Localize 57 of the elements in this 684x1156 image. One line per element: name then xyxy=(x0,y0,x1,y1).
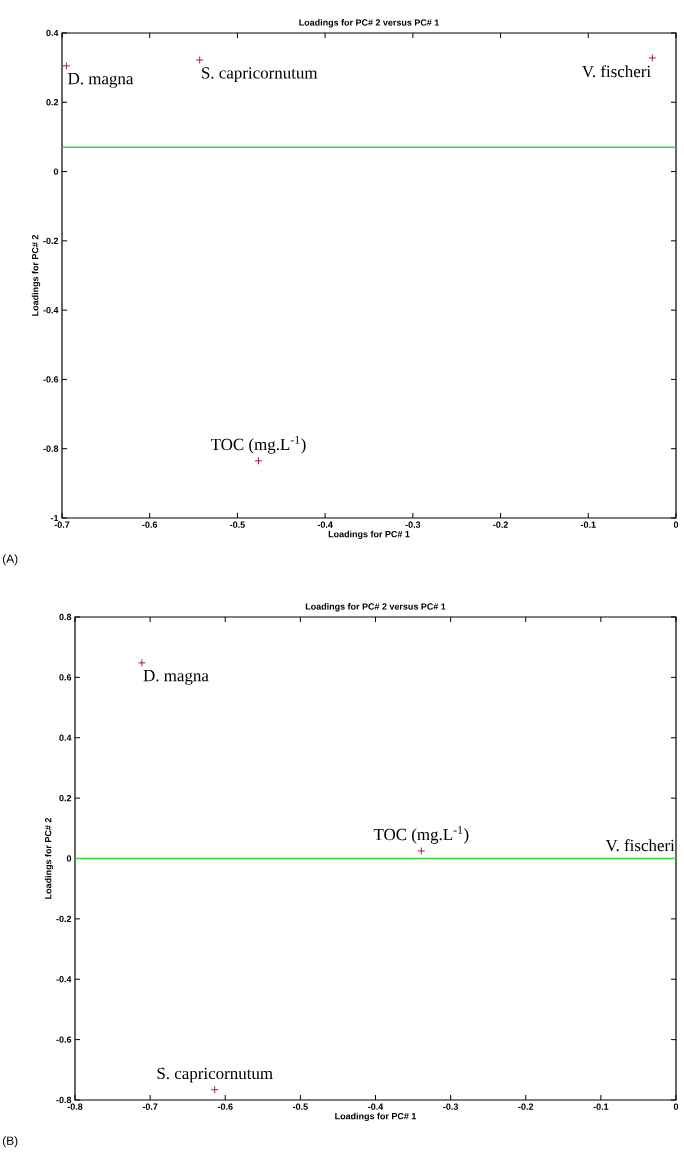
annotation: V. fischeri xyxy=(582,65,651,78)
y-axis-title: Loadings for PC# 2 xyxy=(44,818,54,899)
y-tick-label: 0 xyxy=(53,168,59,175)
point xyxy=(417,846,426,855)
point xyxy=(137,658,146,667)
y-tick-label: -0.8 xyxy=(43,445,59,452)
x-tick-label: 0 xyxy=(673,1103,679,1110)
y-tick-label: -0.2 xyxy=(43,237,59,245)
annotation: V. fischeri xyxy=(605,839,675,852)
y-tick-label: -0.6 xyxy=(56,1036,72,1043)
y-tick-label: -1 xyxy=(50,514,59,522)
y-tick-label: 0.8 xyxy=(59,613,72,621)
point xyxy=(62,61,71,70)
x-tick-label: -0.4 xyxy=(368,1103,384,1110)
point xyxy=(195,56,204,65)
x-tick-label: -0.2 xyxy=(493,521,508,528)
annotation: S. capricornutum xyxy=(202,67,318,83)
y-tick-label: 0 xyxy=(66,855,72,862)
y-tick-label: -0.8 xyxy=(56,1096,72,1104)
y-tick-label: -0.4 xyxy=(43,306,59,314)
x-tick-label: -0.3 xyxy=(405,521,421,528)
x-tick-label: -0.5 xyxy=(230,521,245,528)
y-axis-title: Loadings for PC# 2 xyxy=(31,235,41,316)
annotation: S. capricornutum xyxy=(157,1067,273,1083)
x-tick-label: -0.8 xyxy=(67,1103,83,1110)
y-tick-label: 0.4 xyxy=(59,734,72,741)
annotation: TOC (mg.L$^{-1}$) xyxy=(373,826,469,844)
x-tick-label: -0.7 xyxy=(54,521,70,528)
x-tick-label: -0.6 xyxy=(217,1103,233,1110)
x-tick-label: -0.1 xyxy=(580,521,596,528)
x-tick-label: -0.7 xyxy=(142,1103,158,1110)
x-axis-title: Loadings for PC# 1 xyxy=(328,530,410,540)
x-tick-label: -0.3 xyxy=(443,1103,459,1110)
x-tick-label: -0.6 xyxy=(142,521,158,528)
y-tick-label: -0.2 xyxy=(56,915,72,923)
y-tick-label: -0.4 xyxy=(56,976,72,983)
y-tick-label: 0.4 xyxy=(46,29,59,37)
annotation: D. magna xyxy=(68,73,134,88)
x-axis-title: Loadings for PC# 1 xyxy=(335,1112,417,1122)
text: (A) xyxy=(2,554,18,566)
x-tick-label: 0 xyxy=(673,521,679,528)
y-tick-label: 0.2 xyxy=(46,99,59,106)
point xyxy=(210,1085,219,1094)
point xyxy=(648,53,657,62)
y-tick-label: -0.6 xyxy=(43,376,59,383)
point xyxy=(254,456,263,465)
x-tick-label: -0.5 xyxy=(292,1103,308,1110)
y-tick-label: 0.2 xyxy=(59,794,72,802)
annotation: TOC (mg.L$^{-1}$) xyxy=(210,435,306,454)
x-tick-label: -0.2 xyxy=(518,1103,534,1110)
chart-title: Loadings for PC# 2 versus PC# 1 xyxy=(305,603,446,612)
chart-title: Loadings for PC# 2 versus PC# 1 xyxy=(299,19,439,28)
x-tick-label: -0.1 xyxy=(593,1103,609,1110)
x-tick-label: -0.4 xyxy=(317,521,333,528)
text: (B) xyxy=(2,1136,18,1148)
y-tick-label: 0.6 xyxy=(59,674,72,681)
annotation: D. magna xyxy=(143,670,209,685)
